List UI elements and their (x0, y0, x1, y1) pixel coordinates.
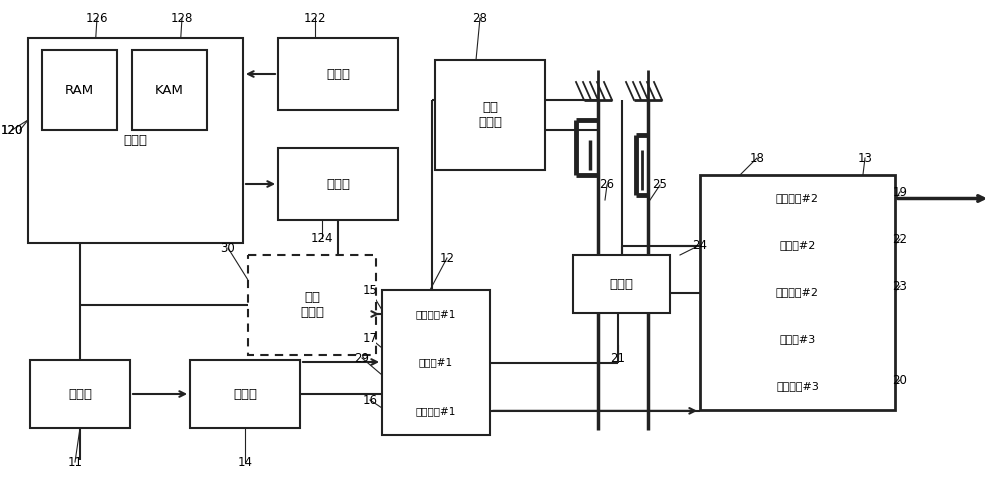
Text: 太阳齿轮#2: 太阳齿轮#2 (776, 288, 819, 298)
Bar (278, 38, 398, 110)
Text: 26: 26 (600, 179, 614, 191)
Text: 小齿轮#1: 小齿轮#1 (419, 357, 453, 367)
Bar (248, 255, 376, 355)
Bar (30, 360, 130, 428)
Text: 30: 30 (221, 242, 235, 254)
Text: 变矩器: 变矩器 (233, 387, 257, 401)
Text: 传感器: 传感器 (326, 67, 350, 81)
Text: 致动器: 致动器 (326, 178, 350, 191)
Text: 控制器: 控制器 (124, 134, 148, 147)
Text: 12: 12 (440, 251, 454, 265)
Text: 小齿轮#3: 小齿轮#3 (779, 334, 816, 345)
Bar (435, 60, 545, 170)
Text: 扭矩
传感器: 扭矩 传感器 (300, 291, 324, 319)
Text: 29: 29 (354, 352, 370, 364)
Text: 126: 126 (86, 11, 108, 25)
Text: 11: 11 (68, 456, 82, 468)
Bar (190, 360, 300, 428)
Bar (278, 148, 398, 220)
Bar (132, 50, 207, 130)
Text: 齿轮架: 齿轮架 (610, 277, 634, 291)
Text: 压力
传感器: 压力 传感器 (478, 101, 502, 129)
Text: 122: 122 (304, 11, 326, 25)
Text: 24: 24 (692, 239, 708, 251)
Bar (42, 50, 117, 130)
Bar (573, 255, 670, 313)
Text: 太阳齿轮#3: 太阳齿轮#3 (776, 382, 819, 391)
Text: 124: 124 (311, 231, 333, 245)
Text: RAM: RAM (65, 83, 94, 97)
Text: 13: 13 (858, 152, 872, 164)
Text: 发动机: 发动机 (68, 387, 92, 401)
Text: 21: 21 (610, 352, 626, 364)
Text: 120: 120 (1, 124, 23, 136)
Text: 太阳齿轮#1: 太阳齿轮#1 (416, 406, 456, 416)
Text: 18: 18 (750, 152, 764, 164)
Bar (700, 175, 895, 410)
Text: 小齿轮#2: 小齿轮#2 (779, 241, 816, 250)
Text: 20: 20 (893, 374, 907, 386)
Text: 15: 15 (363, 283, 377, 297)
Text: 22: 22 (893, 233, 908, 246)
Text: 环形齿轮#1: 环形齿轮#1 (416, 309, 456, 319)
Text: 128: 128 (171, 11, 193, 25)
Text: 120: 120 (1, 124, 23, 136)
Text: 23: 23 (893, 279, 907, 293)
Text: 16: 16 (362, 393, 378, 407)
Text: 17: 17 (362, 331, 378, 345)
Text: 25: 25 (653, 179, 667, 191)
Bar (28, 38, 243, 243)
Text: 28: 28 (473, 11, 487, 25)
Bar (382, 290, 490, 435)
Text: 19: 19 (893, 186, 908, 198)
Text: 环形齿轮#2: 环形齿轮#2 (776, 193, 819, 203)
Text: KAM: KAM (155, 83, 184, 97)
Text: 14: 14 (238, 456, 252, 468)
